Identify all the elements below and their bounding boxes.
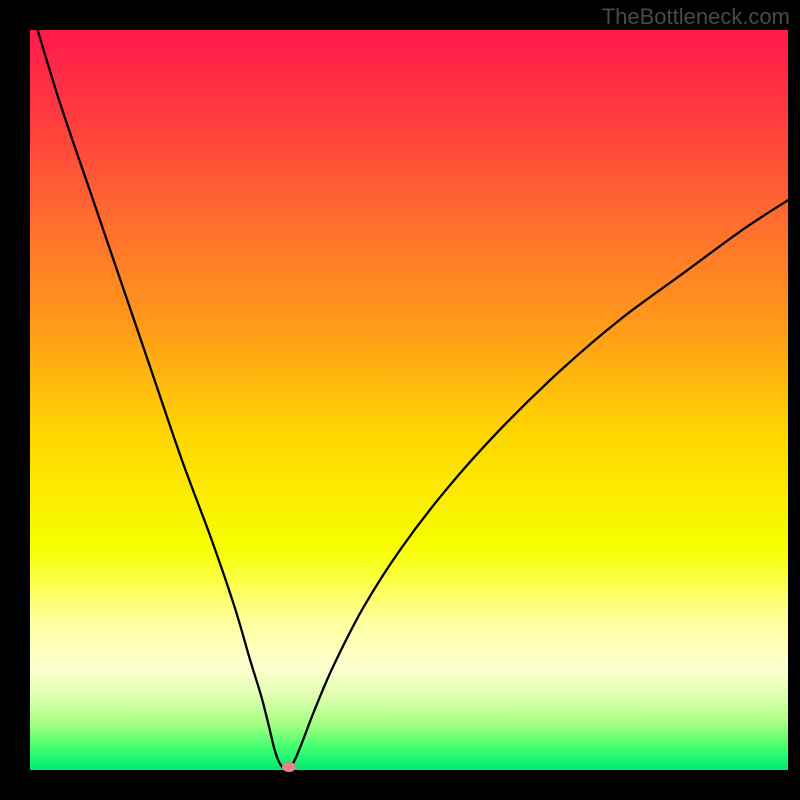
optimal-point-marker [282, 762, 296, 772]
plot-area [30, 30, 788, 770]
bottleneck-curve [30, 30, 788, 770]
watermark-text: TheBottleneck.com [602, 4, 790, 30]
chart-frame: TheBottleneck.com [0, 0, 800, 800]
